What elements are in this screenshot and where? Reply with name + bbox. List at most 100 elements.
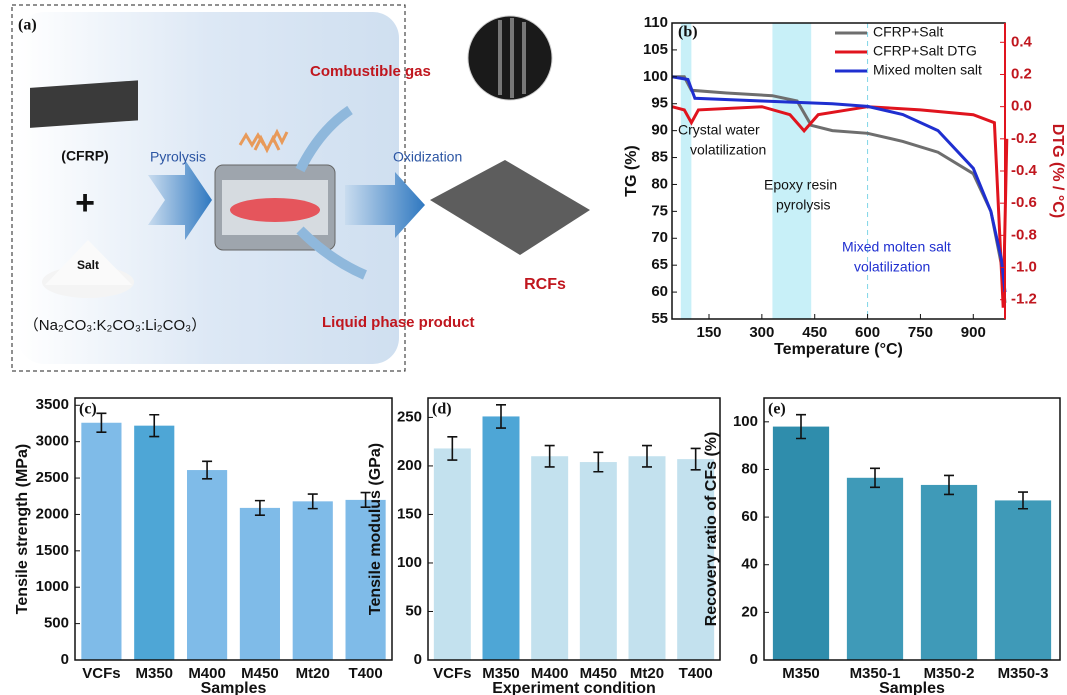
y-axis-label: Recovery ratio of CFs (%) [703,432,720,627]
x-tick-label: M400 [188,665,226,682]
y2-tick-label: 0.0 [1011,98,1032,115]
series-line [671,75,1007,293]
bar [994,500,1052,660]
arrow [295,105,353,173]
y-tick-label: 200 [397,457,422,474]
x-tick-label: M350-1 [850,665,901,682]
x-tick-label: Mt20 [630,665,664,682]
y-tick-label: 250 [397,408,422,425]
y-tick-label: 100 [643,68,668,85]
y-tick-label: 60 [651,283,668,300]
y-tick-label: 110 [644,14,668,31]
y-tick-label: 70 [651,229,668,246]
error-bar [944,474,954,496]
y2-tick-label: -0.2 [1011,130,1037,147]
x-tick-label: 750 [908,324,933,341]
x-tick-label: 150 [696,324,721,341]
y-tick-label: 500 [44,615,69,632]
x-tick-label: 600 [855,324,880,341]
error-bar [642,444,652,468]
y-axis-label: Tensile strength (MPa) [14,444,31,614]
y-tick-label: 40 [741,556,758,573]
plus-sign: + [75,184,95,222]
shaded-range [772,23,812,319]
y-tick-label: 105 [643,41,668,58]
rcf-mesh [430,160,590,255]
panel-a: (a) (CFRP) + Salt （Na₂CO₃:K₂CO₃:Li₂CO₃） … [11,4,590,372]
panel-label: (b) [678,24,698,41]
bar [187,470,228,660]
error-bar [96,412,107,434]
error-bar [254,499,265,516]
y-tick-label: 1000 [36,578,69,595]
y-tick-label: 2000 [36,505,69,522]
bar [292,501,333,660]
y-tick-label: 0 [61,651,69,668]
x-tick-label: Mt20 [296,665,330,682]
error-bar [593,451,604,473]
bar [81,422,122,660]
panel-label: (d) [432,401,452,418]
x-tick-label: 900 [961,324,986,341]
legend-label: CFRP+Salt [873,24,944,40]
y-tick-label: 3500 [36,396,69,413]
salt-pile [45,240,132,285]
y-tick-label: 75 [651,202,668,219]
bar [239,507,280,660]
x-axis-label: Experiment condition [492,680,656,695]
y-tick-label: 50 [405,602,422,619]
x-tick-label: M450 [241,665,279,682]
panel-label: (a) [18,17,37,34]
y-axis-label: TG (%) [623,145,640,197]
y-tick-label: 1500 [36,542,69,559]
x-axis-label: Temperature (°C) [774,341,903,358]
error-bar [447,436,458,461]
y-tick-label: 55 [651,310,668,327]
x-axis-label: Samples [201,680,267,695]
y2-tick-label: 0.2 [1011,65,1032,82]
bar [920,484,978,660]
bar [772,426,830,660]
y2-tick-label: -0.4 [1011,162,1038,179]
y2-tick-label: -0.8 [1011,226,1037,243]
y-tick-label: 2500 [36,469,69,486]
error-bar [1018,491,1028,510]
bar [628,456,666,660]
x-tick-label: M350-2 [924,665,975,682]
y2-axis-label: DTG (% / °C) [1049,124,1066,218]
x-tick-label: 450 [802,324,827,341]
y2-tick-label: -1.2 [1011,291,1037,308]
x-tick-label: T400 [348,665,382,682]
liquid-product: Liquid phase product [322,314,475,331]
fibers [498,18,526,98]
x-tick-label: 300 [749,324,774,341]
x-tick-label: M350 [482,665,520,682]
y2-tick-label: 0.4 [1011,33,1033,50]
bar [531,456,569,660]
error-bar [544,444,555,468]
y-tick-label: 100 [397,554,422,571]
legend-label: Mixed molten salt [873,62,982,78]
x-tick-label: T400 [679,665,713,682]
error-bar [202,460,213,480]
arrow [296,226,368,280]
error-bar [307,493,318,510]
y-tick-label: 80 [741,460,758,477]
x-tick-label: M400 [531,665,569,682]
x-tick-label: VCFs [82,665,120,682]
bar [846,477,904,660]
panel-label: (c) [79,401,97,418]
x-tick-label: VCFs [433,665,471,682]
bar [677,459,715,660]
error-bar [870,467,880,489]
combustible-gas: Combustible gas [310,63,431,80]
arrow [345,172,425,238]
cfrp-block [30,80,138,128]
annotation: volatilization [690,142,766,158]
gas-waves [238,128,289,154]
bar [433,448,471,660]
error-bar [149,413,160,438]
annotation: Mixed molten salt [842,239,951,255]
y-tick-label: 0 [414,651,422,668]
